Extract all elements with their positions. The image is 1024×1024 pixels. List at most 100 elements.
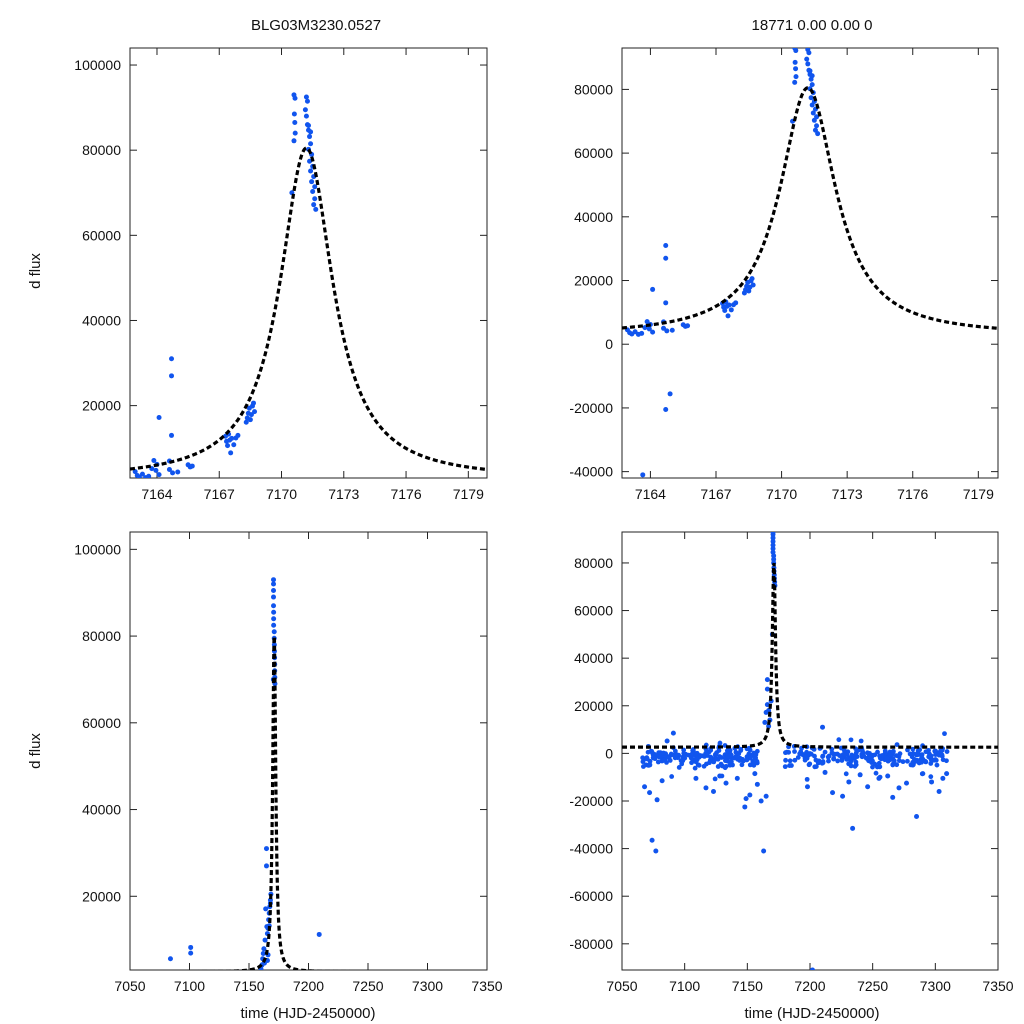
data-point <box>858 738 864 744</box>
data-point <box>747 792 753 798</box>
data-point <box>669 752 675 758</box>
x-tick-label: 7179 <box>963 486 994 502</box>
data-point <box>263 863 269 869</box>
plot-title-top-right: 18771 0.00 0.00 0 <box>752 17 873 34</box>
data-point <box>884 755 890 761</box>
x-tick-label: 7300 <box>412 978 443 994</box>
y-tick-label: 40000 <box>82 312 121 328</box>
data-point <box>261 946 267 952</box>
data-point <box>929 779 935 785</box>
y-axis-label-top-left: d flux <box>27 253 44 289</box>
data-point <box>882 748 888 754</box>
data-point <box>734 775 740 781</box>
y-tick-label: -60000 <box>569 888 613 904</box>
y-tick-label: 100000 <box>74 541 121 557</box>
data-point <box>807 751 813 756</box>
x-tick-label: 7250 <box>352 978 383 994</box>
data-point <box>940 757 946 763</box>
data-point <box>188 944 194 950</box>
data-point <box>229 435 235 441</box>
data-point <box>308 141 314 147</box>
data-point <box>679 761 685 767</box>
data-point <box>814 123 820 129</box>
data-point <box>844 756 850 762</box>
data-point <box>312 196 318 202</box>
data-point <box>766 723 772 729</box>
data-point <box>271 616 277 622</box>
data-point <box>308 168 314 174</box>
x-tick-label: 7300 <box>920 978 951 994</box>
data-point <box>763 793 769 799</box>
data-point <box>661 757 667 763</box>
data-point <box>872 761 878 767</box>
data-point <box>930 757 936 763</box>
data-point <box>708 747 714 753</box>
data-point <box>235 432 241 438</box>
y-tick-label: 100000 <box>74 57 121 73</box>
data-point <box>770 539 776 545</box>
data-point <box>659 778 665 784</box>
data-point <box>311 202 317 208</box>
data-point <box>804 784 810 790</box>
data-point <box>939 752 945 758</box>
data-point <box>650 329 656 335</box>
data-point <box>646 326 652 332</box>
model-curve <box>622 562 998 749</box>
data-point <box>663 407 669 413</box>
data-point <box>842 751 847 757</box>
data-point <box>672 748 678 754</box>
data-point <box>225 443 231 449</box>
data-point <box>169 432 175 438</box>
data-point <box>808 95 814 101</box>
data-point <box>848 763 854 769</box>
y-tick-label: 20000 <box>574 273 613 289</box>
data-point <box>302 107 308 113</box>
data-point <box>151 458 157 464</box>
data-point <box>309 179 315 185</box>
data-point <box>156 415 162 421</box>
y-tick-label: 20000 <box>82 888 121 904</box>
x-tick-label: 7173 <box>832 486 863 502</box>
data-point <box>896 785 902 791</box>
data-point <box>944 749 950 754</box>
data-point <box>820 754 825 759</box>
x-tick-label: 7250 <box>857 978 888 994</box>
data-point <box>928 761 934 766</box>
data-point <box>263 906 269 912</box>
y-tick-label: -40000 <box>569 464 613 480</box>
data-point <box>682 755 688 761</box>
data-point <box>782 764 788 770</box>
data-point <box>701 763 707 769</box>
data-point <box>670 730 676 736</box>
data-point <box>649 837 655 843</box>
data-point <box>795 755 801 760</box>
data-point <box>139 471 145 477</box>
data-point <box>262 937 268 943</box>
x-tick-label: 7167 <box>700 486 731 502</box>
data-point <box>837 753 842 758</box>
data-point <box>188 950 194 956</box>
data-point <box>885 773 891 779</box>
model-curve <box>130 146 487 472</box>
plot-frame <box>129 47 488 479</box>
data-point <box>304 98 310 104</box>
x-tick-label: 7179 <box>453 486 484 502</box>
data-point <box>657 754 663 760</box>
y-tick-label: 60000 <box>574 145 613 161</box>
data-point <box>730 762 735 768</box>
data-point <box>271 603 277 609</box>
data-point <box>803 753 809 758</box>
x-tick-label: 7164 <box>141 486 172 502</box>
data-point <box>865 784 871 790</box>
data-point <box>896 758 902 763</box>
data-point <box>292 130 298 136</box>
data-point <box>688 752 694 758</box>
data-point <box>753 752 759 758</box>
x-tick-label: 7167 <box>204 486 235 502</box>
data-point <box>877 753 882 759</box>
data-point <box>846 779 852 785</box>
data-point <box>764 677 770 683</box>
data-point <box>819 760 825 766</box>
data-point <box>890 749 896 755</box>
data-point <box>738 747 744 752</box>
